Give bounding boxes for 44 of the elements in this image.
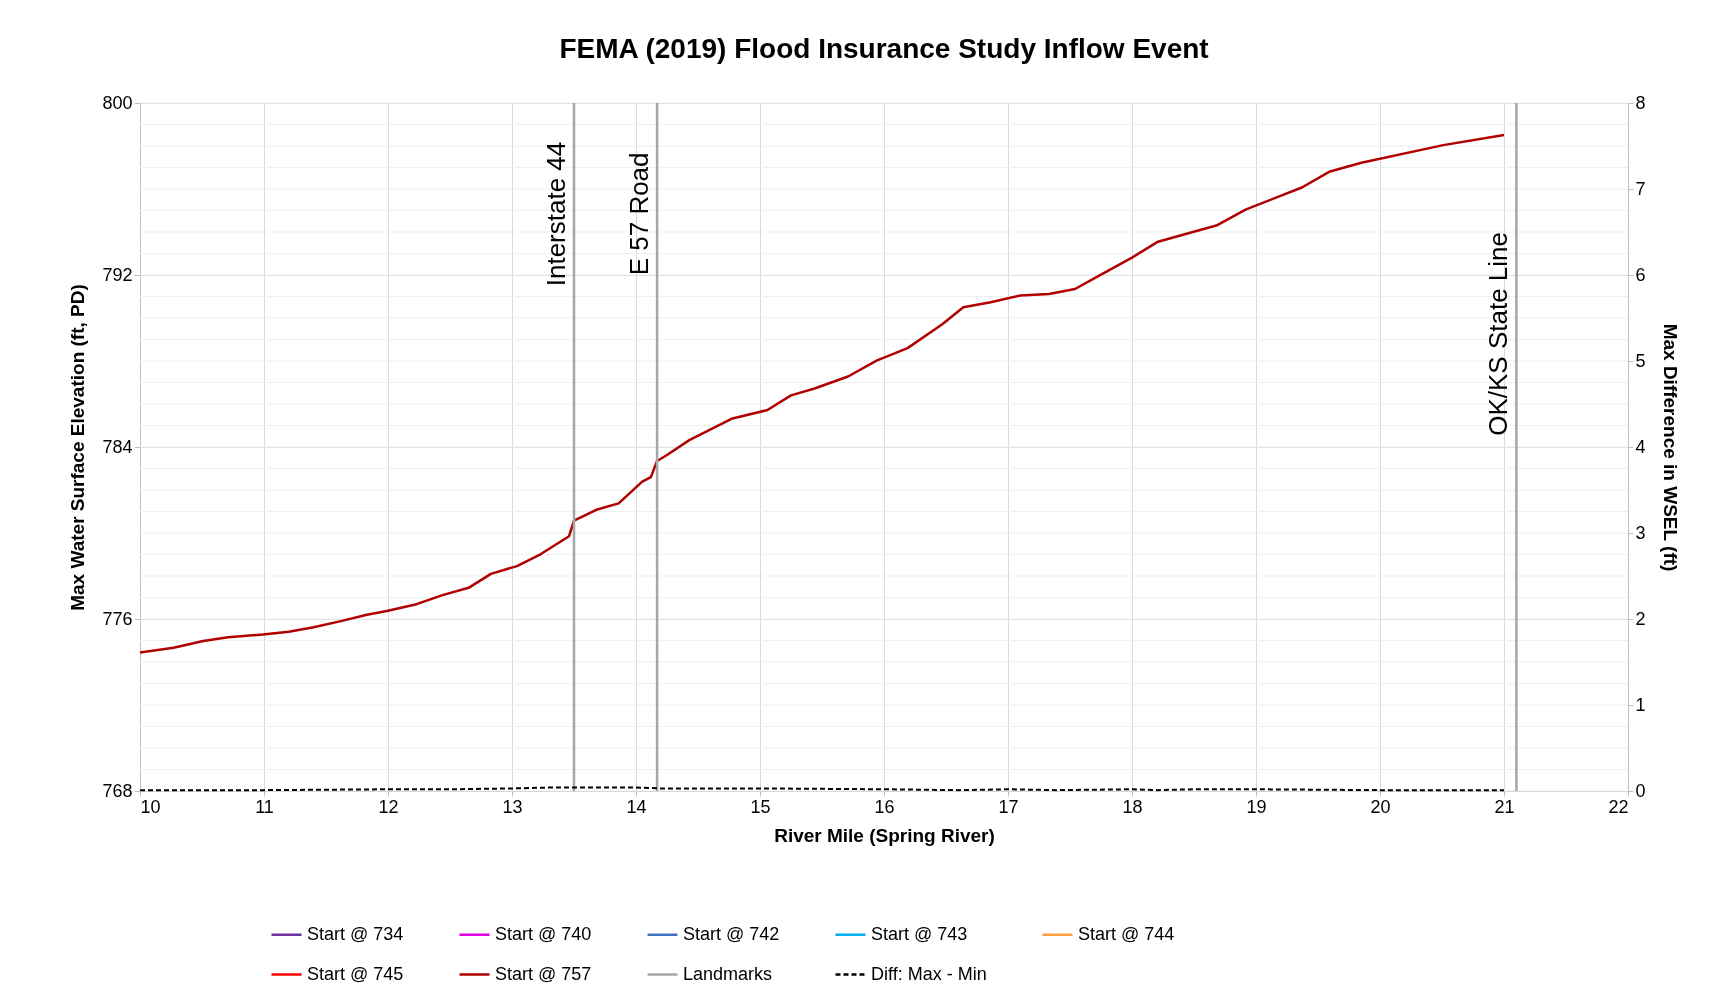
x-tick-label: 15	[750, 796, 771, 817]
x-tick-label: 13	[502, 796, 523, 817]
x-tick-label: 14	[626, 796, 647, 817]
y2-tick-label: 8	[1635, 92, 1646, 113]
x-tick-label: 22	[1608, 796, 1629, 817]
legend-label: Start @ 744	[1078, 923, 1175, 944]
y2-tick-label: 5	[1635, 350, 1646, 371]
y2-tick-label: 7	[1635, 178, 1646, 199]
x-tick-label: 20	[1370, 796, 1391, 817]
x-tick-label: 10	[140, 796, 161, 817]
y2-tick-label: 1	[1635, 694, 1646, 715]
y-tick-label: 800	[102, 92, 133, 113]
annotation: E 57 Road	[624, 152, 655, 276]
y-tick-label: 784	[102, 436, 133, 457]
legend-label: Start @ 757	[495, 963, 592, 984]
legend-label: Start @ 740	[495, 923, 592, 944]
annotation: OK/KS State Line	[1483, 232, 1514, 436]
y-axis-title: Max Water Surface Elevation (ft, PD)	[67, 284, 89, 611]
y2-axis-title: Max Difference in WSEL (ft)	[1659, 323, 1681, 572]
x-tick-label: 18	[1122, 796, 1143, 817]
line-series	[140, 133, 1506, 654]
x-axis-title: River Mile (Spring River)	[774, 824, 995, 846]
y2-tick-label: 6	[1635, 264, 1646, 285]
legend-label: Diff: Max - Min	[871, 963, 987, 984]
legend-label: Start @ 745	[307, 963, 404, 984]
annotation: Interstate 44	[541, 141, 571, 287]
y-tick-label: 776	[102, 608, 133, 629]
y2-tick-label: 4	[1635, 436, 1646, 457]
y2-tick-label: 0	[1635, 780, 1646, 801]
legend-label: Start @ 743	[871, 923, 968, 944]
x-tick-label: 16	[874, 796, 895, 817]
y2-tick-label: 3	[1635, 522, 1646, 543]
x-tick-label: 21	[1494, 796, 1515, 817]
x-tick-label: 11	[255, 796, 274, 817]
y2-tick-label: 2	[1635, 608, 1646, 629]
y-tick-label: 792	[102, 264, 133, 285]
legend-label: Landmarks	[683, 963, 773, 984]
legend-label: Start @ 742	[683, 923, 780, 944]
y-tick-label: 768	[102, 780, 133, 801]
legend-label: Start @ 734	[307, 923, 404, 944]
x-tick-label: 17	[998, 796, 1019, 817]
chart-title: FEMA (2019) Flood Insurance Study Inflow Event	[559, 33, 1209, 64]
x-tick-label: 19	[1246, 796, 1267, 817]
x-tick-label: 12	[378, 796, 399, 817]
